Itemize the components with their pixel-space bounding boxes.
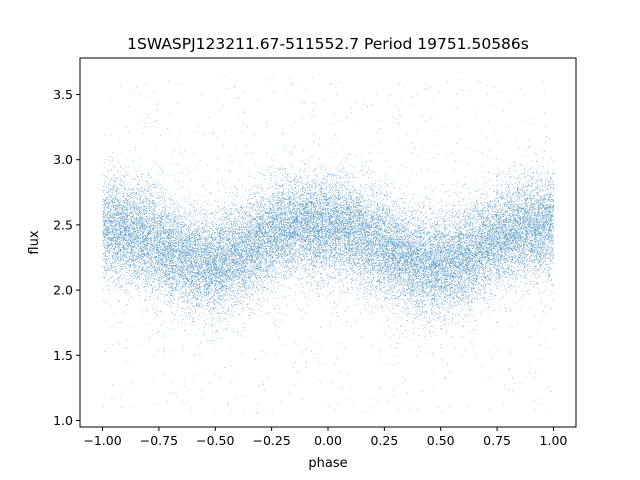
y-tick-label: 1.5	[53, 348, 73, 363]
chart-title: 1SWASPJ123211.67-511552.7 Period 19751.5…	[127, 35, 529, 53]
y-tick-label: 3.5	[53, 87, 73, 102]
x-tick-label: 0.50	[427, 433, 455, 448]
x-tick-label: −0.50	[196, 433, 234, 448]
y-axis-label: flux	[27, 230, 42, 254]
y-tick-label: 2.5	[53, 217, 73, 232]
scatter-points	[102, 75, 555, 415]
x-axis-label: phase	[308, 456, 347, 471]
y-tick-label: 3.0	[53, 152, 73, 167]
x-axis: −1.00 −0.75 −0.50 −0.25 0.00 0.25 0.50 0.75 1.00	[83, 427, 567, 448]
x-tick-label: −0.25	[252, 433, 290, 448]
y-tick-label: 1.0	[53, 413, 73, 428]
x-tick-label: 1.00	[540, 433, 568, 448]
x-tick-label: 0.75	[483, 433, 511, 448]
y-tick-label: 2.0	[53, 283, 73, 298]
x-tick-label: 0.00	[314, 433, 342, 448]
x-tick-label: −1.00	[83, 433, 121, 448]
y-axis: 1.0 1.5 2.0 2.5 3.0 3.5	[53, 87, 80, 428]
x-tick-label: −0.75	[140, 433, 178, 448]
data-points	[102, 75, 555, 415]
x-tick-label: 0.25	[370, 433, 398, 448]
